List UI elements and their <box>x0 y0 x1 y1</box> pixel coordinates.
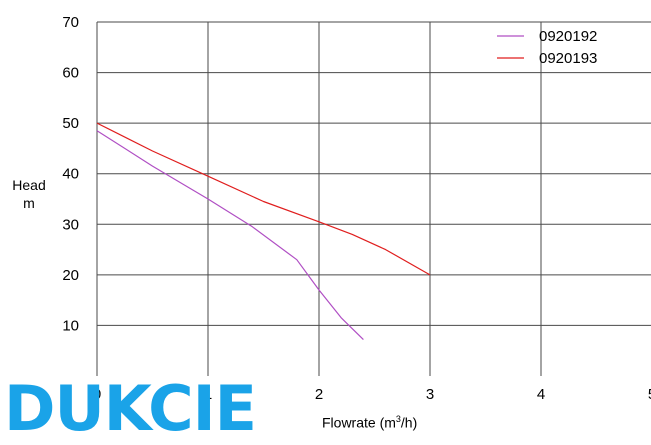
x-tick-label: 2 <box>315 386 323 403</box>
y-tick-label: 60 <box>62 65 79 82</box>
x-tick-label: 5 <box>648 386 651 403</box>
x-tick-label: 4 <box>537 386 545 403</box>
brand-logo: DUKCIE <box>4 372 257 445</box>
x-tick-label: 1 <box>204 386 212 403</box>
x-axis-title: Flowrate (m3/h) <box>322 414 417 431</box>
legend-label: 0920193 <box>539 50 597 67</box>
x-axis-title-unit-end: /h) <box>400 414 418 431</box>
y-tick-label: 20 <box>62 267 79 284</box>
y-tick-label: 10 <box>62 317 79 334</box>
x-axis-title-text: Flowrate (m <box>322 414 396 431</box>
y-tick-label: 30 <box>62 216 79 233</box>
legend-label: 0920192 <box>539 28 597 45</box>
series-line <box>96 130 364 341</box>
x-axis-title-superscript: 3 <box>395 414 401 424</box>
x-tick-label: 0 <box>93 386 101 403</box>
y-axis-title: Head m <box>6 176 52 212</box>
series-line <box>96 122 431 276</box>
y-axis-title-line1: Head <box>12 177 46 193</box>
y-axis-title-line2: m <box>23 195 35 211</box>
y-tick-label: 50 <box>62 115 79 132</box>
x-tick-label: 3 <box>426 386 434 403</box>
y-tick-label: 40 <box>62 166 79 183</box>
y-tick-label: 70 <box>62 14 79 31</box>
